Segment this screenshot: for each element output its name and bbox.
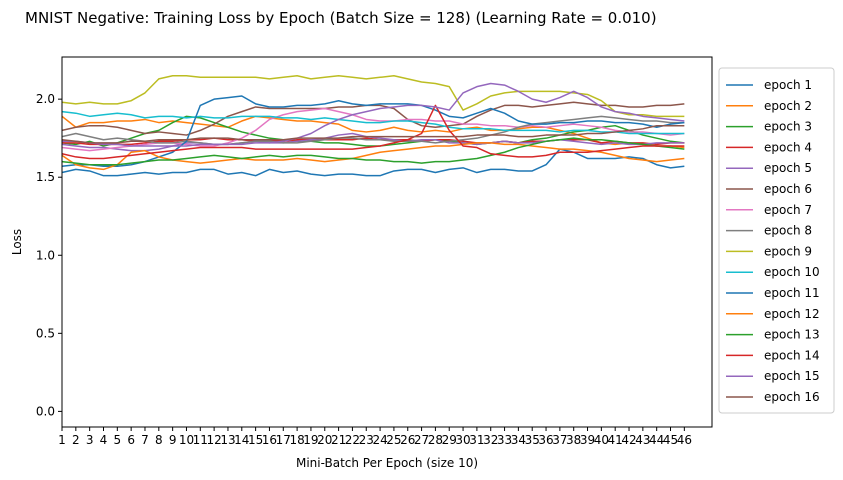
series-line-1 xyxy=(61,148,685,177)
legend-entry: epoch 1 xyxy=(764,78,812,92)
x-tick-label: 34 xyxy=(511,433,526,447)
plot-frame xyxy=(61,56,713,428)
x-tick-label: 6 xyxy=(127,433,135,447)
x-tick-label: 25 xyxy=(386,433,401,447)
legend-items: epoch 1 epoch 2 epoch 3 epoch 4 epoch 5 epoch… xyxy=(726,78,820,404)
x-tick-label: 44 xyxy=(649,433,664,447)
x-tick-label: 5 xyxy=(113,433,121,447)
x-tick-label: 3 xyxy=(86,433,94,447)
series-line-14 xyxy=(61,104,685,160)
legend-entry: epoch 6 xyxy=(764,182,812,196)
x-axis-label: Mini-Batch Per Epoch (size 10) xyxy=(296,456,478,470)
legend-entry: epoch 7 xyxy=(764,203,812,217)
y-tick-label: 0.5 xyxy=(36,326,55,340)
x-tick-label: 41 xyxy=(608,433,623,447)
x-tick-label: 12 xyxy=(206,433,221,447)
legend-entry: epoch 8 xyxy=(764,224,812,238)
y-tick-label: 1.5 xyxy=(36,170,55,184)
series-line-3 xyxy=(61,115,685,147)
series-line-2 xyxy=(61,115,685,149)
series-line-5 xyxy=(61,132,685,152)
x-tick-label: 31 xyxy=(469,433,484,447)
series-line-11 xyxy=(61,95,685,168)
y-tick-label: 2.0 xyxy=(36,92,55,106)
x-tick-label: 32 xyxy=(483,433,498,447)
x-tick-label: 10 xyxy=(179,433,194,447)
x-tick-label: 7 xyxy=(141,433,149,447)
x-tick-label: 43 xyxy=(635,433,650,447)
x-tick-label: 2 xyxy=(72,433,80,447)
x-tick-label: 35 xyxy=(525,433,540,447)
x-tick-label: 26 xyxy=(400,433,415,447)
x-tick-label: 23 xyxy=(359,433,374,447)
x-tick-label: 33 xyxy=(497,433,512,447)
x-axis: 1 2 3 4 5 6 7 8 9 1011121314151617181920212223242… xyxy=(58,427,692,447)
legend-entry: epoch 3 xyxy=(764,120,812,134)
x-tick-label: 16 xyxy=(262,433,277,447)
x-tick-label: 37 xyxy=(552,433,567,447)
series-line-10 xyxy=(61,110,685,135)
x-tick-label: 8 xyxy=(155,433,163,447)
legend-entry: epoch 11 xyxy=(764,286,820,300)
series-line-16 xyxy=(61,124,685,144)
legend: epoch 1 epoch 2 epoch 3 epoch 4 epoch 5 epoch… xyxy=(718,67,835,414)
x-tick-label: 19 xyxy=(303,433,318,447)
y-tick-label: 0.0 xyxy=(36,404,55,418)
x-tick-label: 40 xyxy=(594,433,609,447)
legend-entry: epoch 2 xyxy=(764,99,812,113)
y-tick-label: 1.0 xyxy=(36,248,55,262)
series-layer xyxy=(61,74,685,177)
series-line-6 xyxy=(61,101,685,136)
series-line-4 xyxy=(62,137,685,146)
legend-entry: epoch 16 xyxy=(764,390,820,404)
legend-entry: epoch 5 xyxy=(764,161,812,175)
y-axis-label: Loss xyxy=(10,229,24,255)
x-tick-label: 4 xyxy=(100,433,108,447)
x-tick-label: 13 xyxy=(220,433,235,447)
x-tick-label: 27 xyxy=(414,433,429,447)
legend-entry: epoch 14 xyxy=(764,348,820,362)
x-tick-label: 17 xyxy=(276,433,291,447)
x-tick-label: 38 xyxy=(566,433,581,447)
legend-entry: epoch 15 xyxy=(764,369,820,383)
x-tick-label: 36 xyxy=(538,433,553,447)
x-tick-label: 24 xyxy=(372,433,387,447)
series-line-8 xyxy=(61,115,685,146)
x-tick-label: 39 xyxy=(580,433,595,447)
series-line-15 xyxy=(62,82,685,147)
x-tick-label: 9 xyxy=(169,433,177,447)
legend-entry: epoch 10 xyxy=(764,265,820,279)
legend-entry: epoch 9 xyxy=(764,244,812,258)
legend-box xyxy=(718,67,835,414)
x-tick-label: 28 xyxy=(428,433,443,447)
series-line-13 xyxy=(61,137,685,166)
x-tick-label: 30 xyxy=(455,433,470,447)
x-tick-label: 29 xyxy=(442,433,457,447)
x-tick-label: 11 xyxy=(193,433,208,447)
y-axis: 0.0 0.5 1.0 1.5 2.0 xyxy=(36,92,62,418)
x-tick-label: 18 xyxy=(289,433,304,447)
x-tick-label: 45 xyxy=(663,433,678,447)
x-tick-label: 15 xyxy=(248,433,263,447)
legend-entry: epoch 4 xyxy=(764,140,812,154)
legend-entry: epoch 13 xyxy=(764,328,820,342)
legend-entry: epoch 12 xyxy=(764,307,820,321)
x-tick-label: 21 xyxy=(331,433,346,447)
x-tick-label: 1 xyxy=(58,433,66,447)
x-tick-label: 20 xyxy=(317,433,332,447)
series-line-12 xyxy=(61,142,685,171)
x-tick-label: 46 xyxy=(677,433,692,447)
plot-area: 1 2 3 4 5 6 7 8 9 1011121314151617181920212223242… xyxy=(36,56,713,447)
chart-title: MNIST Negative: Training Loss by Epoch (… xyxy=(25,9,657,27)
x-tick-label: 14 xyxy=(234,433,249,447)
x-tick-label: 22 xyxy=(345,433,360,447)
x-tick-label: 42 xyxy=(621,433,636,447)
